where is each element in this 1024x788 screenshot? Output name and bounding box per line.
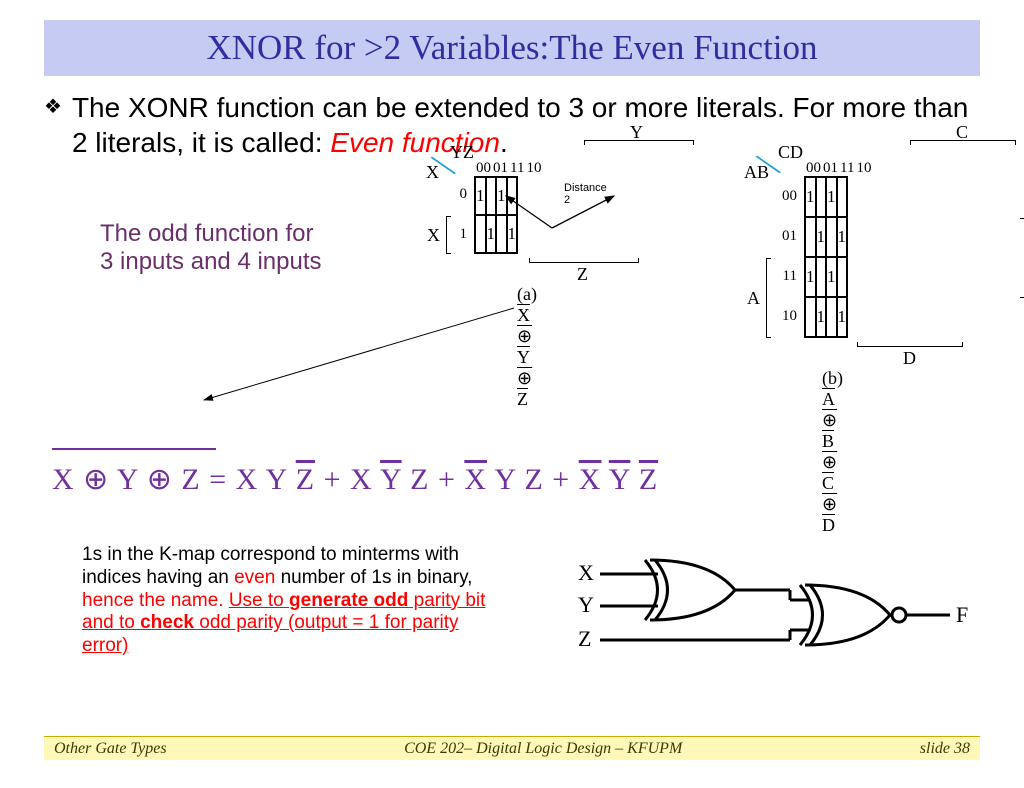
p2: number of 1s in binary,: [275, 567, 472, 588]
t2o: Y: [380, 463, 402, 496]
c: [805, 297, 816, 337]
kmap3-brace-top: Y: [630, 122, 643, 143]
c: [837, 257, 848, 297]
t2b: Z: [402, 463, 430, 496]
bullet-suffix: .: [500, 127, 508, 158]
boolean-equation: X ⊕ Y ⊕ Z = X Y Z + X Y Z + X Y Z + X Y …: [52, 462, 658, 497]
gate-svg: X Y Z F: [560, 540, 980, 680]
t3a: +: [429, 463, 464, 496]
kmap4-c3: 10: [856, 160, 871, 177]
c: [816, 177, 827, 217]
slide-title: XNOR for >2 Variables:The Even Function: [44, 20, 980, 76]
footer-right: slide 38: [920, 740, 970, 758]
kmap4-caption-expr: A ⊕ B ⊕ C ⊕ D: [822, 389, 837, 535]
footer-left: Other Gate Types: [54, 740, 167, 758]
c: 1: [826, 257, 837, 297]
bullet-prefix: The XONR function can be extended to 3 o…: [72, 92, 968, 158]
kmap4-c1: 01: [823, 160, 838, 177]
c: [826, 217, 837, 257]
kmap4-caption: (b) A ⊕ B ⊕ C ⊕ D: [822, 368, 843, 536]
t2a: + X: [315, 463, 380, 496]
c: [816, 257, 827, 297]
bullet-1-text: The XONR function can be extended to 3 o…: [72, 90, 980, 160]
c: 1: [837, 217, 848, 257]
c: 1: [826, 177, 837, 217]
eq-eq: =: [201, 463, 236, 496]
c: 1: [805, 177, 816, 217]
brace-bot: [857, 342, 963, 347]
gate-diagram: X Y Z F: [560, 540, 980, 685]
gate-in-y: Y: [578, 592, 594, 617]
kmap4-brace-top: C: [956, 122, 968, 143]
use: Use to: [229, 590, 289, 611]
c: 1: [816, 217, 827, 257]
check: check: [140, 612, 194, 633]
kmap4-r1: 01: [776, 228, 800, 245]
t4o3: Z: [639, 463, 658, 496]
t4a: +: [544, 463, 579, 496]
hence: hence the name.: [82, 590, 224, 611]
bullet-em: Even function: [330, 127, 500, 158]
c: [805, 217, 816, 257]
even: even: [234, 567, 275, 588]
c: 1: [805, 257, 816, 297]
kmap4-r2: 11: [776, 268, 800, 285]
t1o: Z: [296, 463, 315, 496]
kmap4-axis-left: AB: [744, 162, 769, 183]
t3o: X: [464, 463, 487, 496]
t4s2: [630, 463, 639, 496]
brace-right: [1020, 218, 1024, 298]
kmap4-grid: 11 11 11 11: [804, 176, 848, 338]
brace-left: [766, 258, 771, 338]
gate-out: F: [956, 602, 968, 627]
kmap4-c0: 00: [806, 160, 821, 177]
kmap4-axis-top: CD: [778, 142, 803, 163]
t4o2: Y: [609, 463, 631, 496]
c: [837, 177, 848, 217]
t3b: Y Z: [487, 463, 544, 496]
lhs-overbar: [52, 448, 216, 450]
footer-center: COE 202– Digital Logic Design – KFUPM: [404, 740, 682, 758]
pointer-arrow: [44, 160, 744, 430]
t1: X Y: [236, 463, 296, 496]
kmap4-r3: 10: [776, 308, 800, 325]
bullet-1: ❖ The XONR function can be extended to 3…: [44, 90, 980, 160]
t4o1: X: [579, 463, 602, 496]
kmap4-r0: 00: [776, 188, 800, 205]
kmap4-brace-left: A: [747, 288, 760, 309]
explanation-text: 1s in the K-map correspond to minterms w…: [82, 544, 502, 658]
kmap4-c2: 11: [840, 160, 854, 177]
mid-area: The odd function for 3 inputs and 4 inpu…: [44, 160, 980, 420]
odd: odd: [374, 590, 409, 611]
content-area: ❖ The XONR function can be extended to 3…: [0, 76, 1024, 420]
slide-footer: Other Gate Types COE 202– Digital Logic …: [44, 736, 980, 760]
gate-in-z: Z: [578, 626, 591, 651]
gen: generate: [289, 590, 368, 611]
gate-in-x: X: [578, 560, 594, 585]
c: 1: [816, 297, 827, 337]
t4s: [601, 463, 608, 496]
eq-lhs: X ⊕ Y ⊕ Z: [52, 463, 201, 496]
c: [826, 297, 837, 337]
c: 1: [837, 297, 848, 337]
kmap4-brace-bot: D: [903, 348, 916, 369]
bullet-icon: ❖: [44, 90, 62, 124]
kmap4-caption-b: (b): [822, 368, 843, 388]
